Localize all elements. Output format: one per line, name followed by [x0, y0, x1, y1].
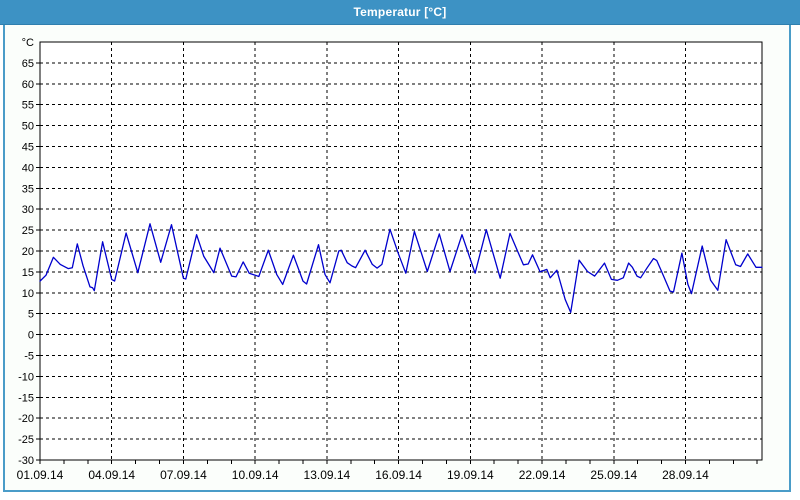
svg-text:35: 35	[22, 183, 34, 195]
x-axis-tick-label: 16.09.14	[375, 468, 422, 482]
temperature-series-line	[39, 223, 763, 314]
svg-text:-20: -20	[18, 413, 34, 425]
svg-text:60: 60	[22, 79, 34, 91]
x-axis-tick-label: 25.09.14	[590, 468, 637, 482]
x-axis-tick-label: 10.09.14	[232, 468, 279, 482]
x-axis-tick-label: 22.09.14	[519, 468, 566, 482]
svg-text:50: 50	[22, 121, 34, 133]
y-axis-unit-label: °C	[22, 37, 34, 49]
x-axis-tick-label: 13.09.14	[304, 468, 351, 482]
svg-text:40: 40	[22, 162, 34, 174]
svg-text:5: 5	[28, 309, 34, 321]
y-axis-labels: 65605550454035302520151050-5-10-15-20-25…	[18, 37, 40, 467]
svg-text:30: 30	[22, 204, 34, 216]
x-axis-tick-label: 28.09.14	[662, 468, 709, 482]
x-axis-tick-label: 07.09.14	[160, 468, 207, 482]
svg-text:65: 65	[22, 58, 34, 70]
svg-text:-30: -30	[18, 455, 34, 467]
svg-text:15: 15	[22, 267, 34, 279]
svg-text:10: 10	[22, 288, 34, 300]
svg-text:-10: -10	[18, 371, 34, 383]
svg-text:25: 25	[22, 225, 34, 237]
svg-text:20: 20	[22, 246, 34, 258]
svg-text:45: 45	[22, 142, 34, 154]
svg-text:-15: -15	[18, 392, 34, 404]
x-axis-tick-label: 19.09.14	[447, 468, 494, 482]
window-titlebar: Temperatur [°C]	[0, 0, 800, 25]
window-title: Temperatur [°C]	[353, 5, 447, 19]
x-axis-tick-label: 01.09.14	[17, 468, 64, 482]
x-axis-tick-label: 04.09.14	[88, 468, 135, 482]
svg-text:0: 0	[28, 330, 34, 342]
x-axis-labels: 01.09.14 04.09.14 07.09.14 10.09.14 13.09.14…	[17, 460, 758, 482]
svg-text:-5: -5	[24, 351, 34, 363]
svg-text:55: 55	[22, 100, 34, 112]
svg-text:-25: -25	[18, 434, 34, 446]
gridlines	[40, 42, 762, 460]
